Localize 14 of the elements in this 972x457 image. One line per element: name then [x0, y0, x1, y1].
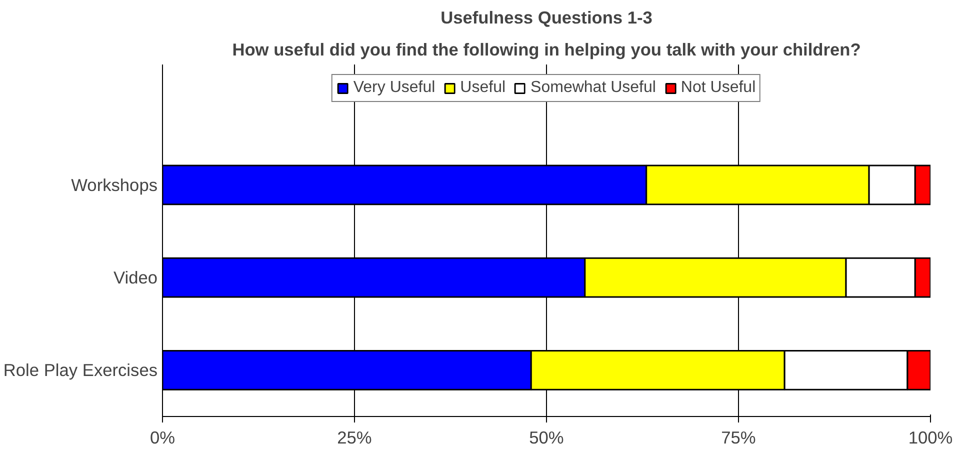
y-tick-label: Video — [113, 268, 158, 288]
legend-label: Very Useful — [353, 79, 436, 97]
legend-label: Useful — [460, 79, 506, 97]
legend-label: Not Useful — [680, 79, 756, 97]
legend-label: Somewhat Useful — [530, 79, 656, 97]
chart-title: Usefulness Questions 1-3 — [440, 8, 653, 28]
x-tick-label: 75% — [721, 428, 756, 448]
y-tick-label: Workshops — [71, 174, 158, 195]
x-tick-label: 100% — [908, 428, 953, 448]
x-tick-label: 0% — [150, 428, 176, 448]
x-tick-label: 25% — [337, 428, 372, 448]
x-tick-label: 50% — [529, 428, 564, 448]
y-tick-label: Role Play Exercises — [3, 360, 158, 380]
chart-subtitle: How useful did you find the following in helping you talk with your children? — [232, 40, 861, 60]
